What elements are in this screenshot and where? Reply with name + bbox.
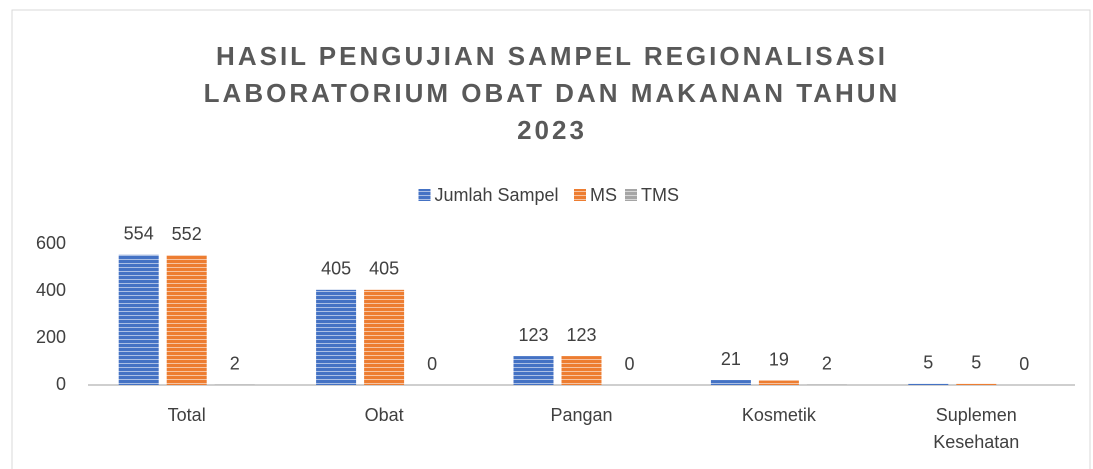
bar (758, 380, 799, 385)
value-label: 5 (971, 353, 981, 373)
bar (364, 289, 405, 385)
x-tick-label: Total (167, 405, 206, 425)
value-label: 0 (624, 354, 634, 374)
x-tick-label: Pangan (550, 405, 613, 425)
value-label: 405 (321, 259, 351, 279)
value-label: 405 (369, 259, 399, 279)
x-tick-label: Suplemen Kesehatan (933, 405, 1020, 452)
legend-label: Jumlah Sampel (435, 185, 559, 205)
bar (166, 255, 207, 385)
value-label: 0 (427, 354, 437, 374)
bar (513, 356, 554, 385)
bar (956, 383, 997, 385)
bar (908, 383, 949, 385)
legend-swatch (418, 189, 431, 201)
value-label: 19 (769, 349, 789, 369)
value-label: 5 (923, 353, 933, 373)
value-label: 552 (172, 224, 202, 244)
bar (118, 254, 159, 385)
y-tick-label: 600 (36, 233, 66, 253)
bar (561, 356, 602, 385)
value-label: 123 (518, 325, 548, 345)
value-label: 2 (230, 353, 240, 373)
bar (710, 380, 751, 385)
legend-swatch (625, 189, 637, 201)
x-tick-label: Obat (364, 405, 404, 425)
legend-label: TMS (641, 185, 679, 205)
chart-title: HASIL PENGUJIAN SAMPEL REGIONALISASI LAB… (203, 41, 901, 145)
value-label: 554 (124, 224, 154, 244)
legend-label: MS (590, 185, 617, 205)
value-label: 123 (566, 325, 596, 345)
bar (316, 289, 357, 385)
legend-swatch (574, 189, 586, 201)
chart-frame (11, 9, 1091, 469)
y-tick-label: 400 (36, 280, 66, 300)
y-tick-label: 200 (36, 327, 66, 347)
y-tick-label: 0 (56, 374, 66, 394)
value-label: 2 (822, 353, 832, 373)
value-label: 21 (721, 349, 741, 369)
value-label: 0 (1019, 354, 1029, 374)
x-tick-label: Kosmetik (741, 405, 816, 425)
